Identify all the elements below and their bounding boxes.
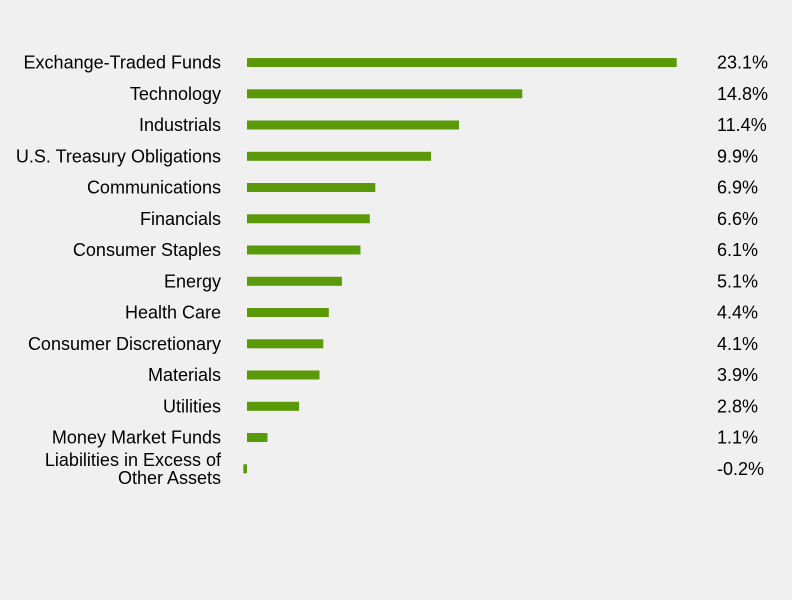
bar-2 [247, 120, 459, 130]
category-label-7: Energy [164, 271, 221, 291]
bar-6 [247, 245, 361, 255]
value-label-12: 1.1% [717, 428, 758, 448]
category-label-10: Materials [148, 365, 221, 385]
value-label-3: 9.9% [717, 146, 758, 166]
category-label-3: U.S. Treasury Obligations [16, 146, 221, 166]
bar-13 [243, 464, 247, 474]
bar-0 [247, 58, 677, 67]
value-labels-group: 23.1% 14.8% 11.4% 9.9% 6.9% 6.6% 6.1% 5.1% 4.4% 4… [717, 53, 768, 479]
category-label-1: Technology [130, 84, 221, 104]
category-label-4: Communications [87, 178, 221, 198]
bar-5 [247, 214, 370, 224]
value-label-4: 6.9% [717, 178, 758, 198]
category-label-13-line-0: Liabilities in Excess of [45, 450, 222, 470]
bar-11 [247, 401, 300, 411]
bar-9 [247, 339, 324, 349]
value-label-2: 11.4% [717, 115, 767, 135]
bar-8 [247, 308, 329, 317]
value-label-1: 14.8% [717, 84, 768, 104]
bar-3 [247, 151, 432, 161]
category-label-12: Money Market Funds [52, 428, 221, 448]
value-label-0: 23.1% [717, 53, 768, 73]
category-labels-group: Exchange-Traded Funds Technology Industria… [16, 53, 222, 488]
value-label-13: -0.2% [717, 459, 764, 479]
category-label-6: Consumer Staples [73, 240, 221, 260]
value-label-7: 5.1% [717, 271, 758, 291]
value-label-9: 4.1% [717, 334, 758, 354]
value-label-5: 6.6% [717, 209, 758, 229]
category-label-8: Health Care [125, 303, 221, 323]
bar-7 [247, 276, 342, 286]
bars-group [243, 58, 677, 474]
category-label-11: Utilities [163, 396, 221, 416]
value-label-11: 2.8% [717, 396, 758, 416]
category-label-0: Exchange-Traded Funds [24, 53, 221, 73]
category-label-2: Industrials [139, 115, 221, 135]
bar-10 [247, 370, 320, 380]
category-label-5: Financials [140, 209, 221, 229]
value-label-8: 4.4% [717, 303, 758, 323]
category-label-9: Consumer Discretionary [28, 334, 221, 354]
value-label-10: 3.9% [717, 365, 758, 385]
bar-1 [247, 89, 523, 99]
value-label-6: 6.1% [717, 240, 758, 260]
bar-4 [247, 183, 376, 192]
bar-12 [247, 433, 268, 442]
category-label-13-line-1: Other Assets [118, 468, 221, 488]
